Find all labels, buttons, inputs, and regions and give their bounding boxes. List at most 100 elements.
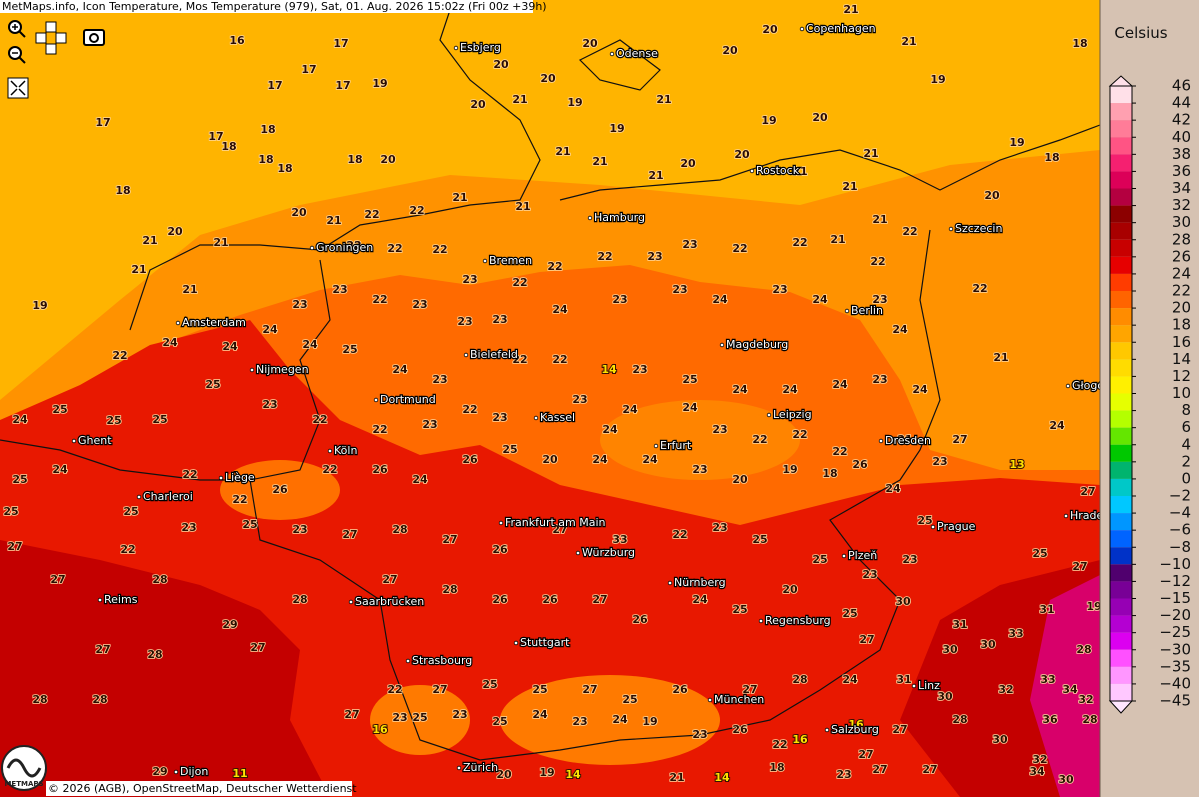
temperature-label: 25: [342, 343, 357, 356]
city-dot: [911, 683, 917, 689]
temperature-label: 23: [932, 455, 947, 468]
legend-label: 28: [1172, 230, 1191, 248]
temperature-label: 23: [902, 553, 917, 566]
temperature-label: 25: [3, 505, 18, 518]
city-label: Zürich: [463, 761, 498, 774]
city-dot: [533, 415, 539, 421]
temperature-label: 18: [260, 123, 275, 136]
temperature-label: 23: [452, 708, 467, 721]
temperature-label: 20: [762, 23, 778, 36]
temperature-label: 20: [582, 37, 598, 50]
temperature-field: [0, 0, 1100, 797]
legend-swatch: [1110, 325, 1132, 343]
city-dot: [97, 597, 103, 603]
legend-label: −2: [1169, 487, 1191, 505]
temperature-label: 34: [1029, 765, 1045, 778]
temperature-label: 19: [539, 766, 554, 779]
legend-swatch: [1110, 649, 1132, 667]
city-label: München: [714, 693, 764, 706]
city-dot: [348, 599, 354, 605]
temperature-label: 21: [592, 155, 607, 168]
temperature-label: 22: [597, 250, 612, 263]
temperature-label: 23: [692, 463, 707, 476]
temperature-label: 19: [1086, 600, 1101, 613]
temperature-label: 32: [1078, 693, 1093, 706]
legend-swatch: [1110, 461, 1132, 479]
temperature-label: 23: [492, 411, 507, 424]
temperature-label: 17: [267, 79, 282, 92]
legend-swatch: [1110, 291, 1132, 309]
temperature-label: 25: [12, 473, 27, 486]
temperature-label: 27: [872, 763, 887, 776]
legend-swatch: [1110, 137, 1132, 155]
logo-text: METMAPS: [4, 780, 43, 788]
temperature-label: 26: [372, 463, 388, 476]
pan-control[interactable]: [35, 21, 67, 55]
temperature-label: 28: [792, 673, 807, 686]
temperature-label: 28: [92, 693, 107, 706]
temperature-label: 21: [182, 283, 197, 296]
city-dot: [453, 45, 459, 51]
temperature-label: 27: [952, 433, 967, 446]
legend-frame: [1109, 85, 1133, 702]
temperature-label: 16: [372, 723, 388, 736]
legend-label: 34: [1172, 179, 1191, 197]
city-dot: [513, 640, 519, 646]
legend-label: 38: [1172, 145, 1191, 163]
temperature-label: 22: [409, 204, 424, 217]
temperature-label: 24: [12, 413, 28, 426]
temperature-label: 20: [380, 153, 396, 166]
temperature-label: 21: [656, 93, 671, 106]
temperature-label: 22: [312, 413, 327, 426]
temperature-label: 20: [493, 58, 509, 71]
legend-swatch: [1110, 632, 1132, 650]
legend-swatch: [1110, 376, 1132, 394]
city-label: Reims: [104, 593, 138, 606]
legend-swatch: [1110, 342, 1132, 360]
temperature-label: 30: [1058, 773, 1074, 786]
temperature-label: 22: [372, 423, 387, 436]
temperature-label: 21: [669, 771, 684, 784]
legend-label: 42: [1172, 111, 1191, 129]
temperature-label: 27: [344, 708, 359, 721]
zoom-out[interactable]: [8, 46, 26, 64]
temperature-label: 26: [672, 683, 688, 696]
city-dot: [749, 168, 755, 174]
temperature-label: 24: [885, 482, 901, 495]
field-patch: [500, 675, 720, 765]
temperature-label: 33: [1040, 673, 1055, 686]
temperature-label: 27: [922, 763, 937, 776]
temperature-label: 23: [692, 728, 707, 741]
temperature-label: 30: [895, 595, 911, 608]
city-dot: [463, 352, 469, 358]
legend-swatch: [1110, 103, 1132, 121]
borders: [0, 9, 1101, 761]
temperature-label: 24: [782, 383, 798, 396]
temperature-label: 20: [540, 72, 556, 85]
city-label: Nürnberg: [674, 576, 726, 589]
field-magenta: [1030, 575, 1100, 797]
temperature-label: 24: [912, 383, 928, 396]
temperature-label: 20: [732, 473, 748, 486]
zoom-in[interactable]: [8, 20, 26, 38]
city-dot: [587, 215, 593, 221]
temperature-label: 23: [712, 521, 727, 534]
temperature-label: 23: [262, 398, 277, 411]
temperature-label: 26: [732, 723, 748, 736]
temperature-label: 22: [512, 353, 527, 366]
city-label: Bielefeld: [470, 348, 518, 361]
temperature-label: 20: [680, 157, 696, 170]
temperature-label: 22: [552, 353, 567, 366]
temperature-label: 28: [952, 713, 967, 726]
legend-swatch: [1110, 120, 1132, 138]
fullscreen-button[interactable]: [7, 77, 29, 99]
legend-swatch: [1110, 564, 1132, 582]
temperature-label: 30: [942, 643, 958, 656]
legend-swatch: [1110, 683, 1132, 701]
temperature-label: 23: [712, 423, 727, 436]
temperature-label: 17: [95, 116, 110, 129]
legend-swatch: [1110, 547, 1132, 565]
legend-swatch: [1110, 359, 1132, 377]
screenshot-button[interactable]: [83, 29, 105, 46]
temperature-label: 24: [732, 383, 748, 396]
